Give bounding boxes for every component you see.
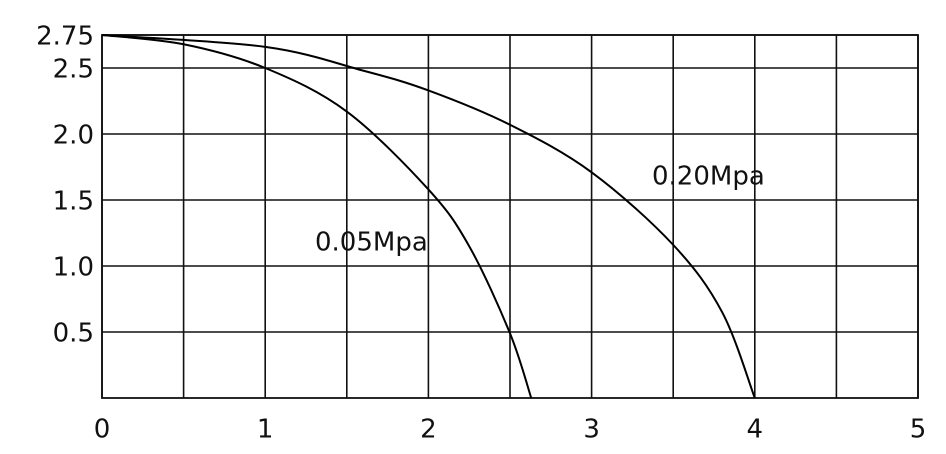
- y-tick-label: 0.5: [53, 319, 94, 349]
- series-label: 0.20Mpa: [652, 162, 765, 192]
- y-tick-label: 1.0: [53, 253, 94, 283]
- y-tick-label: 2.0: [53, 121, 94, 151]
- x-tick-label: 5: [910, 415, 927, 445]
- y-tick-label: 2.75: [36, 22, 94, 52]
- line: [101, 34, 533, 399]
- x-tick-label: 2: [420, 415, 437, 445]
- line: [101, 34, 756, 399]
- x-tick-label: 1: [257, 415, 274, 445]
- x-tick-label: 3: [583, 415, 600, 445]
- x-tick-label: 0: [94, 415, 111, 445]
- series-label: 0.05Mpa: [315, 228, 428, 258]
- y-tick-label: 1.5: [53, 187, 94, 217]
- x-tick-label: 4: [747, 415, 764, 445]
- y-tick-label: 2.5: [53, 55, 94, 85]
